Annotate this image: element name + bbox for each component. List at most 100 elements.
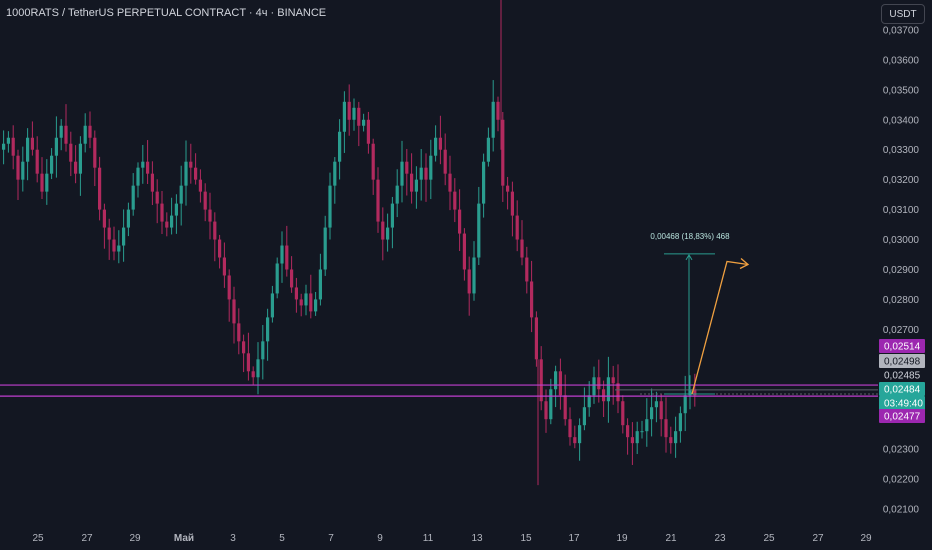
candle: [678, 406, 682, 443]
x-tick-label: 27: [81, 533, 93, 544]
candle: [424, 153, 428, 202]
svg-text:0,02485: 0,02485: [884, 371, 921, 382]
candle: [510, 181, 514, 237]
candle: [232, 286, 236, 344]
price-axis[interactable]: 0,03700 0,03600 0,03500 0,03400 0,03300 0,032…: [883, 25, 920, 515]
time-axis[interactable]: 25 27 29 Май 3 5 7 9 11 13 15 17 19 21 23 25 27 29: [32, 533, 872, 544]
candle: [323, 215, 327, 276]
candle: [338, 119, 342, 180]
candle: [198, 169, 202, 203]
measure-label: 0,00468 (18,83%) 468: [650, 232, 730, 241]
candle: [170, 197, 174, 235]
candle: [126, 202, 130, 237]
candle: [362, 113, 366, 132]
candle: [472, 241, 476, 301]
y-tick-label: 0,03000: [883, 235, 920, 246]
x-tick-label: 25: [32, 533, 44, 544]
drawings[interactable]: 0,00468 (18,83%) 468: [650, 232, 750, 395]
x-tick-label: 3: [230, 533, 236, 544]
candle: [453, 178, 457, 223]
x-tick-label: 17: [568, 533, 580, 544]
candle: [659, 394, 663, 437]
candle: [11, 125, 15, 170]
candle: [50, 148, 54, 180]
candle: [69, 131, 73, 177]
y-tick-label: 0,03100: [883, 205, 920, 216]
candle: [203, 183, 207, 222]
candle: [674, 416, 678, 458]
candle: [174, 194, 178, 234]
candle: [534, 311, 538, 367]
candle: [309, 274, 313, 319]
currency-button[interactable]: USDT: [881, 4, 925, 24]
candle: [438, 115, 442, 165]
candle: [227, 269, 231, 322]
x-tick-label: 19: [616, 533, 628, 544]
candle: [434, 125, 438, 162]
candle: [314, 291, 318, 316]
candle: [16, 149, 20, 200]
x-tick-label: 27: [812, 533, 824, 544]
y-tick-label: 0,03200: [883, 175, 920, 186]
candle: [30, 121, 34, 156]
candle: [155, 179, 159, 224]
candles: [2, 0, 697, 486]
candle: [606, 356, 610, 423]
candle: [256, 342, 260, 395]
candle: [290, 256, 294, 293]
candle: [2, 130, 6, 165]
candle: [635, 421, 639, 454]
candle: [410, 153, 414, 204]
candle: [189, 143, 193, 184]
candle: [146, 140, 150, 184]
x-tick-label: 25: [763, 533, 775, 544]
candle: [645, 398, 649, 447]
candle: [626, 418, 630, 455]
candle: [6, 131, 10, 153]
candle: [395, 169, 399, 218]
candle: [405, 148, 409, 196]
candle: [357, 101, 361, 147]
candle: [136, 162, 140, 198]
candle: [88, 111, 92, 149]
candle: [122, 209, 126, 262]
y-tick-label: 0,03700: [883, 25, 920, 36]
horizontal-levels[interactable]: [0, 384, 878, 397]
candle: [270, 285, 274, 323]
candle: [688, 375, 692, 410]
x-tick-label: 23: [714, 533, 726, 544]
price-badge: 0,02514: [879, 339, 925, 353]
candle: [654, 391, 658, 423]
candle: [376, 167, 380, 233]
candle: [102, 203, 106, 249]
candle: [597, 359, 601, 403]
candle: [539, 346, 543, 411]
svg-text:0,02514: 0,02514: [884, 342, 921, 353]
candle: [54, 116, 58, 178]
price-badges: 0,02514 0,02498 0,02485 0,02484 03:49:40 0,02…: [879, 339, 925, 423]
candle: [165, 212, 169, 237]
price-badge: 0,02477: [879, 409, 925, 423]
candle: [448, 155, 452, 211]
candle: [299, 293, 303, 317]
x-tick-label: 13: [471, 533, 483, 544]
x-tick-label: 29: [129, 533, 141, 544]
candle: [419, 149, 423, 201]
projection-arrow[interactable]: [691, 260, 749, 395]
candle: [558, 358, 562, 410]
candle: [683, 375, 687, 432]
candle: [98, 156, 102, 221]
y-tick-label: 0,03400: [883, 115, 920, 126]
x-tick-label: Май: [174, 533, 194, 544]
candle: [40, 157, 44, 199]
measure-arrowhead: [685, 253, 693, 261]
candle: [117, 230, 121, 264]
candle: [246, 332, 250, 381]
candle: [568, 407, 572, 446]
y-tick-label: 0,02100: [883, 505, 920, 516]
svg-text:0,02477: 0,02477: [884, 412, 921, 423]
candle: [477, 186, 481, 266]
x-tick-label: 11: [423, 533, 434, 544]
candle: [582, 387, 586, 431]
